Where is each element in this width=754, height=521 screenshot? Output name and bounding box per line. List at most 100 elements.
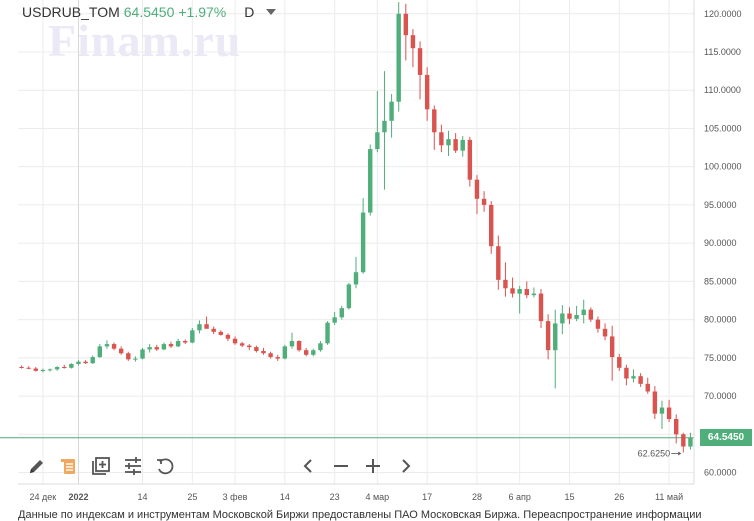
candle[interactable] xyxy=(54,366,60,371)
candle[interactable] xyxy=(104,340,110,349)
candle[interactable] xyxy=(432,105,437,150)
candle[interactable] xyxy=(47,368,53,372)
chevron-right-icon[interactable] xyxy=(394,455,416,477)
candle[interactable] xyxy=(403,3,409,61)
candle[interactable] xyxy=(247,344,252,351)
minus-icon[interactable] xyxy=(330,455,352,477)
candle[interactable] xyxy=(26,366,31,370)
candle[interactable] xyxy=(531,287,537,298)
candle[interactable] xyxy=(503,262,508,297)
candle[interactable] xyxy=(681,432,686,453)
candle[interactable] xyxy=(375,90,380,153)
candle[interactable] xyxy=(154,344,159,351)
undo-icon[interactable] xyxy=(154,455,176,477)
candle[interactable] xyxy=(197,320,202,334)
candle[interactable] xyxy=(382,71,387,190)
period-selector[interactable]: D xyxy=(244,4,255,20)
candle[interactable] xyxy=(396,2,401,112)
ticker-symbol[interactable]: USDRUB_TOM xyxy=(22,4,120,20)
candle[interactable] xyxy=(296,340,302,352)
candle[interactable] xyxy=(524,281,529,299)
candle[interactable] xyxy=(311,348,316,357)
candle[interactable] xyxy=(674,414,679,444)
candle[interactable] xyxy=(460,136,465,157)
candle[interactable] xyxy=(168,341,174,348)
candle[interactable] xyxy=(211,326,216,335)
candle[interactable] xyxy=(62,364,67,369)
candle[interactable] xyxy=(239,341,245,348)
candle[interactable] xyxy=(560,305,565,335)
candle[interactable] xyxy=(282,344,288,360)
candle[interactable] xyxy=(325,321,330,345)
candle[interactable] xyxy=(574,305,579,322)
candle[interactable] xyxy=(688,432,693,450)
candle[interactable] xyxy=(567,307,572,325)
candle[interactable] xyxy=(424,67,430,121)
candle[interactable] xyxy=(353,256,359,289)
candle[interactable] xyxy=(510,277,515,298)
candle[interactable] xyxy=(133,356,138,362)
candle[interactable] xyxy=(595,316,601,333)
candle[interactable] xyxy=(190,328,195,344)
candle[interactable] xyxy=(638,373,643,387)
candle[interactable] xyxy=(368,144,373,216)
candle[interactable] xyxy=(346,282,352,310)
chevron-left-icon[interactable] xyxy=(298,455,320,477)
candle[interactable] xyxy=(140,347,145,360)
candle[interactable] xyxy=(40,368,46,373)
candle[interactable] xyxy=(76,360,81,366)
candle[interactable] xyxy=(453,133,458,153)
candle[interactable] xyxy=(602,323,608,341)
candle[interactable] xyxy=(183,339,188,345)
candle[interactable] xyxy=(225,333,231,342)
candle[interactable] xyxy=(624,364,629,386)
candle[interactable] xyxy=(332,311,337,325)
candle[interactable] xyxy=(645,377,650,394)
candle[interactable] xyxy=(360,198,366,274)
candle[interactable] xyxy=(659,400,665,429)
candle[interactable] xyxy=(581,299,586,324)
candle[interactable] xyxy=(69,363,74,369)
candle[interactable] xyxy=(289,332,295,349)
candle[interactable] xyxy=(467,136,473,187)
candle[interactable] xyxy=(553,309,558,389)
candle[interactable] xyxy=(97,344,103,358)
candle[interactable] xyxy=(617,354,622,371)
candle[interactable] xyxy=(175,338,181,348)
candle[interactable] xyxy=(545,314,551,360)
candle[interactable] xyxy=(631,369,636,383)
add-indicator-icon[interactable] xyxy=(90,455,112,477)
candle[interactable] xyxy=(118,346,124,355)
candle[interactable] xyxy=(588,307,594,322)
candle[interactable] xyxy=(496,235,501,290)
candle[interactable] xyxy=(218,330,224,336)
candle[interactable] xyxy=(268,351,273,359)
candle[interactable] xyxy=(389,94,394,138)
candle[interactable] xyxy=(232,336,238,345)
candle[interactable] xyxy=(517,285,522,314)
candle[interactable] xyxy=(417,41,423,100)
candle[interactable] xyxy=(439,124,444,153)
settings-sliders-icon[interactable] xyxy=(122,455,144,477)
candle[interactable] xyxy=(147,344,152,353)
candle[interactable] xyxy=(126,351,131,361)
candle[interactable] xyxy=(254,345,259,353)
candle[interactable] xyxy=(652,386,658,420)
candle[interactable] xyxy=(261,347,266,355)
candle[interactable] xyxy=(161,342,167,351)
candle[interactable] xyxy=(410,29,416,68)
candle[interactable] xyxy=(111,342,117,351)
plus-icon[interactable] xyxy=(362,455,384,477)
chevron-down-icon[interactable] xyxy=(266,9,277,15)
template-icon[interactable] xyxy=(58,455,80,477)
candle[interactable] xyxy=(538,289,544,329)
candle[interactable] xyxy=(339,305,344,320)
candle[interactable] xyxy=(488,201,494,254)
candle[interactable] xyxy=(303,347,309,357)
candle[interactable] xyxy=(474,175,480,215)
candle[interactable] xyxy=(33,367,38,372)
candle[interactable] xyxy=(318,341,323,352)
candle[interactable] xyxy=(446,130,451,156)
candle[interactable] xyxy=(481,191,487,212)
candle[interactable] xyxy=(609,325,615,381)
